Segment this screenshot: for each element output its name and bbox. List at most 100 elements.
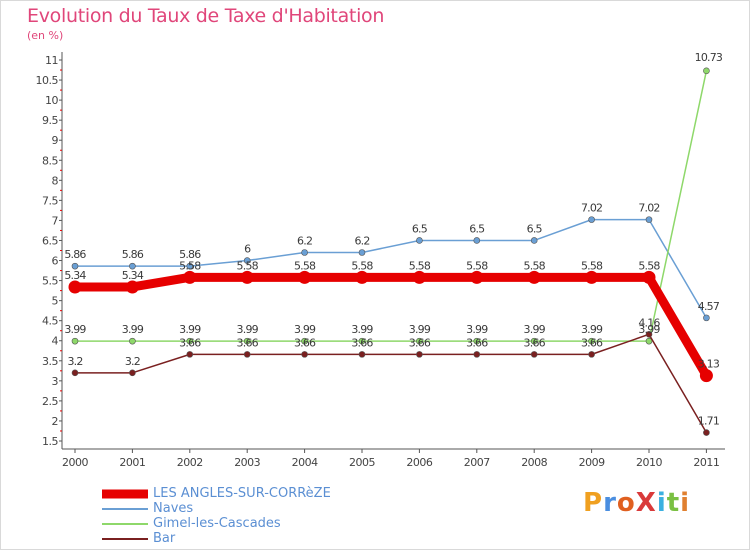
data-label: 4.57	[698, 300, 720, 313]
data-point	[358, 337, 366, 345]
data-point	[125, 280, 139, 294]
data-point	[243, 257, 251, 264]
data-label: 3.99	[524, 323, 546, 336]
data-label: 5.86	[179, 248, 201, 261]
data-point	[358, 249, 366, 256]
y-tick-label: 10.5	[36, 74, 59, 87]
data-label: 3.99	[351, 323, 373, 336]
data-label: 3.99	[64, 323, 86, 336]
data-point	[585, 270, 599, 284]
data-point	[301, 337, 308, 345]
y-tick-label: 4	[52, 335, 59, 348]
data-point	[68, 280, 82, 294]
data-label: 3.99	[466, 323, 488, 336]
data-point	[703, 429, 710, 436]
data-label: 3.2	[125, 355, 140, 368]
data-label: 5.58	[237, 259, 259, 272]
data-label: 10.73	[695, 51, 723, 64]
data-point	[530, 337, 538, 345]
data-point	[416, 237, 423, 244]
data-label: 3.99	[409, 323, 431, 336]
logo-letter: r	[603, 488, 617, 518]
data-label: 7.02	[581, 202, 602, 215]
data-label: 5.58	[351, 259, 373, 272]
data-label: 5.58	[524, 259, 546, 272]
legend-label: LES ANGLES-SUR-CORRèZE	[153, 486, 331, 501]
data-point	[642, 270, 656, 284]
data-point	[530, 237, 538, 244]
data-label: 3.99	[581, 323, 603, 336]
data-point	[412, 270, 426, 284]
data-label: 3.13	[698, 358, 720, 371]
logo-letter: t	[666, 488, 681, 518]
x-tick-label: 2011	[693, 456, 719, 469]
y-tick-label: 3.5	[42, 355, 58, 368]
data-label: 3.99	[179, 323, 201, 336]
data-label: 3.66	[466, 336, 488, 349]
data-point	[588, 351, 595, 358]
y-tick-label: 6.5	[42, 234, 58, 247]
data-point	[473, 337, 481, 345]
data-point	[588, 337, 595, 345]
x-tick-label: 2004	[292, 456, 318, 469]
data-point	[240, 270, 254, 284]
logo-letter: X	[635, 488, 657, 518]
data-point	[473, 351, 481, 358]
data-point	[473, 237, 481, 244]
data-label: 5.58	[581, 259, 603, 272]
data-point	[355, 270, 369, 284]
data-point	[416, 351, 423, 358]
y-tick-label: 8.5	[42, 154, 58, 167]
data-point	[71, 369, 79, 377]
data-point	[186, 351, 194, 358]
data-point	[645, 331, 653, 338]
chart-subtitle: (en %)	[27, 29, 64, 42]
proxiti-logo: ProXiti	[583, 488, 690, 518]
data-point	[129, 262, 136, 270]
data-point	[129, 337, 136, 345]
data-label: 1.71	[698, 415, 719, 428]
y-tick-label: 6	[52, 255, 59, 268]
logo-letter: P	[583, 488, 604, 518]
data-label: 3.2	[67, 355, 82, 368]
legend-swatch	[102, 538, 148, 540]
y-tick-label: 5.5	[42, 275, 58, 288]
x-tick-label: 2005	[349, 456, 375, 469]
data-label: 3.66	[237, 336, 259, 349]
series-line	[74, 70, 708, 342]
data-point	[301, 249, 308, 256]
legend-swatch	[102, 508, 148, 510]
data-label: 6.2	[297, 235, 312, 248]
data-label: 5.58	[409, 259, 431, 272]
y-tick-label: 2	[52, 415, 59, 428]
legend-swatch	[102, 523, 148, 525]
data-point	[129, 369, 136, 377]
data-label: 5.58	[638, 259, 660, 272]
data-label: 3.99	[294, 323, 316, 336]
series-line	[74, 333, 708, 434]
y-tick-label: 11	[45, 54, 58, 67]
x-tick-label: 2000	[62, 456, 88, 469]
y-tick-label: 1.5	[42, 435, 58, 448]
data-point	[358, 351, 366, 358]
data-point	[243, 337, 251, 345]
logo-letter: i	[680, 488, 691, 518]
data-label: 5.86	[122, 248, 144, 261]
data-point	[588, 216, 595, 223]
y-tick-label: 9.5	[42, 114, 58, 127]
data-label: 3.66	[179, 336, 201, 349]
data-label: 6.5	[469, 222, 485, 235]
data-point	[703, 67, 710, 75]
data-label: 5.86	[64, 248, 86, 261]
data-label: 6.5	[527, 222, 543, 235]
data-point	[703, 314, 710, 322]
data-label: 3.99	[237, 323, 259, 336]
data-point	[645, 337, 653, 345]
data-label: 5.58	[294, 259, 316, 272]
y-tick-label: 10	[45, 94, 58, 107]
data-label: 3.66	[524, 336, 546, 349]
data-point	[527, 270, 541, 284]
legend-label: Naves	[153, 501, 194, 516]
data-point	[186, 262, 194, 270]
